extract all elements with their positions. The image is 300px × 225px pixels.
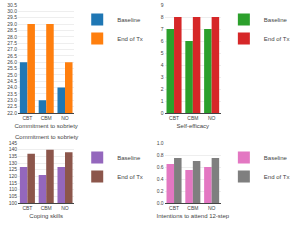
svg-text:0.2: 0.2 — [157, 188, 164, 194]
svg-text:110: 110 — [9, 186, 17, 192]
svg-text:28.5: 28.5 — [7, 27, 17, 33]
svg-text:NO: NO — [208, 115, 216, 121]
svg-text:CBT: CBT — [169, 205, 179, 211]
svg-text:0.4: 0.4 — [157, 176, 164, 182]
svg-text:27.5: 27.5 — [7, 40, 17, 46]
svg-text:125: 125 — [9, 166, 18, 172]
svg-text:NO: NO — [208, 205, 216, 211]
svg-text:100: 100 — [9, 200, 18, 206]
svg-text:140: 140 — [9, 146, 18, 152]
svg-text:29.5: 29.5 — [7, 14, 17, 20]
svg-text:Baseline: Baseline — [264, 17, 288, 23]
svg-text:5: 5 — [161, 50, 164, 56]
svg-text:Baseline: Baseline — [117, 17, 141, 23]
svg-text:29.0: 29.0 — [7, 21, 17, 27]
svg-text:2: 2 — [161, 86, 164, 92]
svg-text:Commitment to sobriety: Commitment to sobriety — [15, 134, 78, 140]
svg-text:23.0: 23.0 — [7, 97, 17, 103]
svg-text:Baseline: Baseline — [117, 155, 141, 161]
svg-text:26.0: 26.0 — [7, 59, 17, 65]
svg-text:1.0: 1.0 — [157, 140, 164, 146]
svg-text:End of Tx: End of Tx — [117, 36, 143, 42]
svg-text:8: 8 — [161, 14, 164, 20]
svg-text:25.0: 25.0 — [7, 72, 17, 78]
svg-text:105: 105 — [9, 193, 18, 199]
svg-text:28.0: 28.0 — [7, 34, 17, 40]
svg-text:4: 4 — [161, 62, 164, 68]
svg-text:22.5: 22.5 — [7, 103, 17, 109]
svg-text:NO: NO — [61, 115, 69, 121]
svg-text:Coping skills: Coping skills — [29, 213, 63, 219]
svg-text:CBM: CBM — [41, 115, 52, 121]
svg-text:3: 3 — [161, 74, 164, 80]
svg-text:24.5: 24.5 — [7, 78, 17, 84]
svg-text:30.5: 30.5 — [7, 2, 17, 8]
svg-text:Commitment to sobriety: Commitment to sobriety — [15, 123, 78, 129]
svg-text:0: 0 — [161, 110, 164, 116]
svg-text:CBT: CBT — [169, 115, 179, 121]
svg-text:CBM: CBM — [187, 205, 198, 211]
svg-text:NO: NO — [61, 205, 69, 211]
svg-text:End of Tx: End of Tx — [264, 174, 290, 180]
svg-text:30.0: 30.0 — [7, 8, 17, 14]
svg-text:120: 120 — [9, 173, 18, 179]
svg-text:130: 130 — [9, 160, 18, 166]
svg-text:145: 145 — [9, 140, 18, 146]
svg-text:6: 6 — [161, 38, 164, 44]
svg-text:27.0: 27.0 — [7, 46, 17, 52]
svg-text:Self-efficacy: Self-efficacy — [177, 123, 210, 129]
svg-text:End of Tx: End of Tx — [117, 174, 143, 180]
svg-text:26.5: 26.5 — [7, 53, 17, 59]
svg-text:135: 135 — [9, 153, 18, 159]
svg-text:24.0: 24.0 — [7, 84, 17, 90]
svg-text:22.0: 22.0 — [7, 110, 17, 116]
svg-text:0.6: 0.6 — [157, 164, 164, 170]
svg-text:7: 7 — [161, 26, 164, 32]
svg-text:23.5: 23.5 — [7, 91, 17, 97]
svg-text:CBT: CBT — [22, 115, 32, 121]
svg-text:Baseline: Baseline — [264, 155, 288, 161]
svg-text:1: 1 — [161, 98, 164, 104]
svg-text:End of Tx: End of Tx — [264, 36, 290, 42]
svg-text:0.8: 0.8 — [157, 152, 164, 158]
svg-text:CBM: CBM — [187, 115, 198, 121]
svg-text:CBT: CBT — [22, 205, 32, 211]
svg-text:0.0: 0.0 — [157, 200, 164, 206]
svg-text:9: 9 — [161, 2, 164, 8]
svg-text:CBM: CBM — [41, 205, 52, 211]
svg-text:25.5: 25.5 — [7, 65, 17, 71]
svg-text:Intentions to attend 12-step: Intentions to attend 12-step — [156, 213, 229, 219]
svg-text:115: 115 — [9, 180, 17, 186]
